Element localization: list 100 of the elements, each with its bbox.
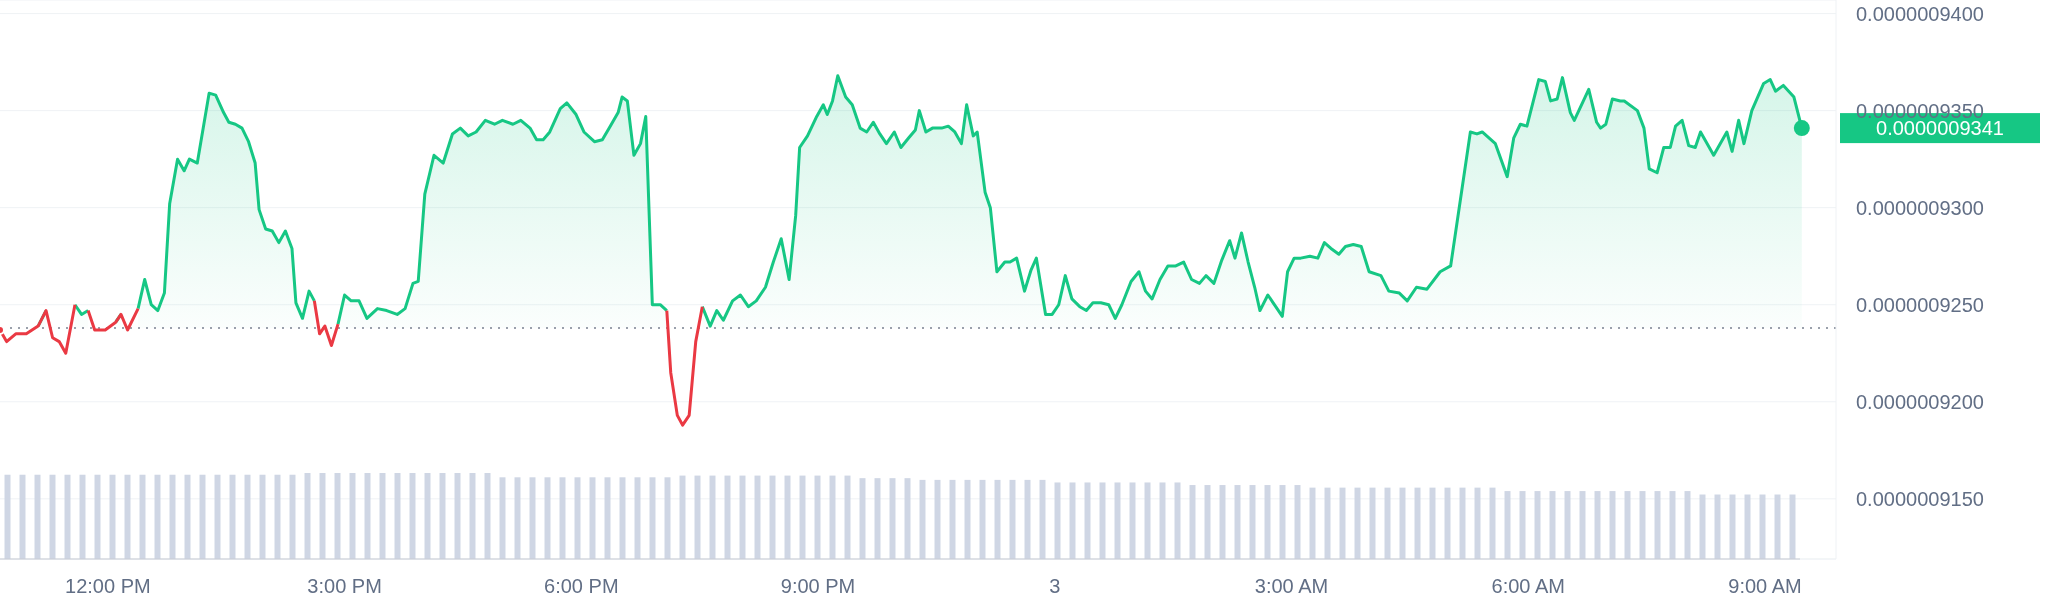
bar: [979, 479, 986, 559]
bar: [679, 475, 686, 559]
bar: [19, 474, 26, 559]
bar: [169, 474, 176, 559]
bar: [634, 477, 641, 559]
bar: [1024, 479, 1031, 559]
bar: [319, 473, 326, 559]
y-tick-label: 0.0000009200: [1856, 390, 1984, 413]
bar: [1039, 479, 1046, 559]
bar: [1459, 487, 1466, 559]
bar: [1384, 487, 1391, 559]
bar: [364, 473, 371, 559]
bar: [1489, 487, 1496, 559]
text: 0.0000009341: [1876, 117, 2004, 140]
bar: [1624, 491, 1631, 559]
bar: [469, 473, 476, 559]
y-tick-label: 0.0000009250: [1856, 293, 1984, 316]
bar: [1369, 487, 1376, 559]
bar: [1399, 487, 1406, 559]
bar: [289, 474, 296, 559]
bar: [1144, 482, 1151, 559]
bar: [844, 475, 851, 559]
x-tick-label: 3:00 PM: [307, 575, 382, 598]
bar: [109, 474, 116, 559]
bar: [814, 475, 821, 559]
bar: [1774, 494, 1781, 559]
bar: [1354, 487, 1361, 559]
bar: [1519, 491, 1526, 559]
bar: [1759, 494, 1766, 559]
bar: [49, 474, 56, 559]
bar: [1579, 491, 1586, 559]
bar: [1669, 491, 1676, 559]
bar: [1564, 491, 1571, 559]
x-tick-label: 3: [1049, 575, 1061, 598]
bar: [1129, 482, 1136, 559]
bar: [1009, 479, 1016, 559]
bar: [1549, 491, 1556, 559]
bar: [1069, 482, 1076, 559]
bar: [1474, 487, 1481, 559]
bar: [439, 473, 446, 559]
bar: [124, 474, 131, 559]
bar: [34, 474, 41, 559]
x-tick-label: 3:00 AM: [1254, 575, 1329, 598]
bar: [709, 475, 716, 559]
bar: [274, 474, 281, 559]
bar: [1789, 494, 1796, 559]
bar: [859, 478, 866, 559]
bar: [1729, 494, 1736, 559]
bar: [1264, 485, 1271, 559]
bar: [334, 473, 341, 559]
bar: [559, 477, 566, 559]
bar: [1219, 485, 1226, 559]
bar: [1309, 487, 1316, 559]
bar: [1684, 491, 1691, 559]
bar: [1429, 487, 1436, 559]
bar: [229, 474, 236, 559]
bar: [1114, 482, 1121, 559]
bar: [904, 478, 911, 559]
bar: [304, 473, 311, 559]
bar: [889, 478, 896, 559]
bar: [64, 474, 71, 559]
bar: [1324, 487, 1331, 559]
bar: [1084, 482, 1091, 559]
bar: [739, 475, 746, 559]
bar: [244, 474, 251, 559]
bar: [1699, 494, 1706, 559]
bar: [664, 477, 671, 559]
bar: [604, 477, 611, 559]
bar: [1279, 485, 1286, 559]
bar: [919, 479, 926, 559]
bar: [724, 475, 731, 559]
bar: [1099, 482, 1106, 559]
bar: [949, 479, 956, 559]
bar: [1639, 491, 1646, 559]
bar: [94, 474, 101, 559]
bar: [1204, 485, 1211, 559]
bar: [214, 474, 221, 559]
bar: [349, 473, 356, 559]
bar: [79, 474, 86, 559]
x-tick-label: 12:00 PM: [65, 575, 151, 598]
bar: [649, 477, 656, 559]
bar: [1174, 482, 1181, 559]
y-tick-label: 0.0000009400: [1856, 2, 1984, 25]
bar: [619, 477, 626, 559]
bar: [1744, 494, 1751, 559]
bar: [409, 473, 416, 559]
bar: [589, 477, 596, 559]
bar: [4, 474, 11, 559]
bar: [529, 477, 536, 559]
bar: [1294, 485, 1301, 559]
bar: [994, 479, 1001, 559]
bar: [799, 475, 806, 559]
bar: [484, 473, 491, 559]
bar: [1654, 491, 1661, 559]
bar: [154, 474, 161, 559]
bar: [874, 478, 881, 559]
bar: [544, 477, 551, 559]
y-tick-label: 0.0000009150: [1856, 487, 1984, 510]
x-tick-label: 6:00 PM: [544, 575, 619, 598]
bar: [1234, 485, 1241, 559]
